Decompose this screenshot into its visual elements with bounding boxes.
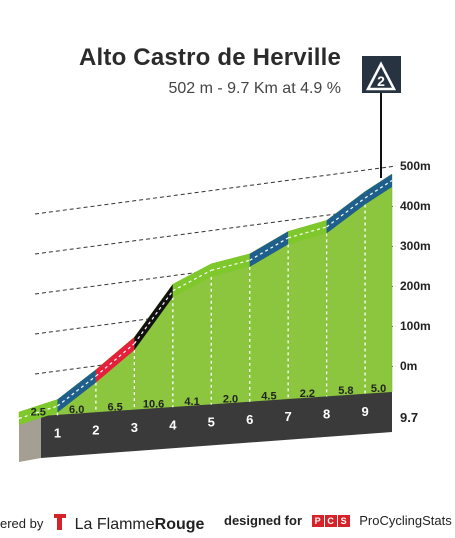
- pcs-logo-letter-c: C: [324, 515, 337, 527]
- gradient-value-label: 4.5: [261, 391, 276, 403]
- climb-title: Alto Castro de Herville: [78, 44, 341, 71]
- gradient-ribbon: [18, 174, 393, 425]
- distance-km-label: 2: [92, 423, 99, 438]
- kilometer-dropdown-lines: [56, 204, 366, 416]
- gradient-value-label: 5.0: [371, 383, 386, 395]
- ribbon-center-dash: [288, 226, 327, 239]
- procyclingstats-name: ProCyclingStats: [359, 513, 452, 528]
- gradient-value-label: 4.1: [184, 396, 199, 408]
- gradient-value-label: 6.0: [69, 404, 84, 416]
- gradient-value-label: 2.2: [300, 388, 315, 400]
- gradient-value-label: 2.0: [223, 393, 238, 405]
- ribbon-center-dash: [133, 290, 174, 345]
- profile-fill-segment: [364, 173, 393, 395]
- distance-band-shape: [41, 392, 392, 458]
- gradient-value-label: 2.5: [31, 407, 46, 419]
- ribbon-center-dash: [211, 259, 250, 271]
- chart-labels: 0m 100m 200m 300m 400m 500m 2.5 6.0 6.5 10.6 4.1 2.…: [31, 159, 431, 440]
- ribbon-center-dash: [249, 237, 289, 261]
- distance-band: [41, 392, 392, 458]
- climb-subtitle: 502 m - 9.7 Km at 4.9 %: [168, 80, 341, 97]
- profile-left-wall: [19, 416, 41, 462]
- gradient-ribbon-segment: [249, 231, 289, 267]
- summit-marker: 2: [362, 56, 401, 178]
- altitude-gridline: [34, 165, 397, 215]
- la-flamme-rouge-logo-icon: [54, 514, 66, 530]
- ribbon-center-dash: [57, 375, 97, 407]
- final-distance-label: 9.7: [400, 410, 418, 425]
- ribbon-center-dash: [18, 405, 58, 420]
- distance-km-label: 5: [208, 415, 215, 430]
- brand-name-part1: La Flamme: [74, 516, 155, 533]
- pcs-logo-letter-p: P: [311, 515, 324, 527]
- distance-km-label: 3: [131, 420, 138, 435]
- gradient-ribbon-segment: [365, 174, 392, 205]
- ribbon-center-dash: [172, 269, 212, 292]
- distance-km-label: 6: [246, 412, 253, 427]
- pcs-logo-letter-s: S: [337, 515, 350, 527]
- altitude-tick-label: 300m: [400, 239, 431, 253]
- designed-for-text: designed for: [224, 513, 303, 528]
- gradient-ribbon-segment: [172, 263, 212, 298]
- category-badge-label: 2: [377, 73, 385, 89]
- brand-name-part2: Rouge: [154, 516, 205, 533]
- profile-fill-segment: [211, 253, 250, 405]
- powered-by-credit[interactable]: ered by La FlammeRouge: [0, 513, 204, 534]
- ribbon-center-dash: [326, 197, 366, 228]
- altitude-tick-label: 0m: [400, 359, 417, 373]
- distance-km-label: 9: [361, 404, 368, 419]
- distance-km-label: 7: [285, 409, 292, 424]
- ribbon-center-dash: [95, 343, 135, 377]
- gradient-value-label: 10.6: [143, 399, 164, 411]
- altitude-tick-label: 100m: [400, 319, 431, 333]
- distance-km-label: 1: [54, 425, 61, 440]
- profile-fill-segment: [287, 220, 327, 400]
- altitude-tick-label: 200m: [400, 279, 431, 293]
- distance-km-label: 8: [323, 407, 330, 422]
- powered-by-text: ered by: [0, 516, 44, 531]
- ribbon-center-dash: [364, 179, 393, 199]
- la-flamme-rouge-brand: La FlammeRouge: [75, 516, 205, 533]
- gradient-value-label: 5.8: [338, 385, 353, 397]
- altitude-tick-label: 500m: [400, 159, 431, 173]
- mountain-icon: [365, 61, 397, 91]
- gradient-value-label: 6.5: [107, 401, 122, 413]
- altitude-tick-label: 400m: [400, 199, 431, 213]
- distance-km-label: 4: [169, 417, 177, 432]
